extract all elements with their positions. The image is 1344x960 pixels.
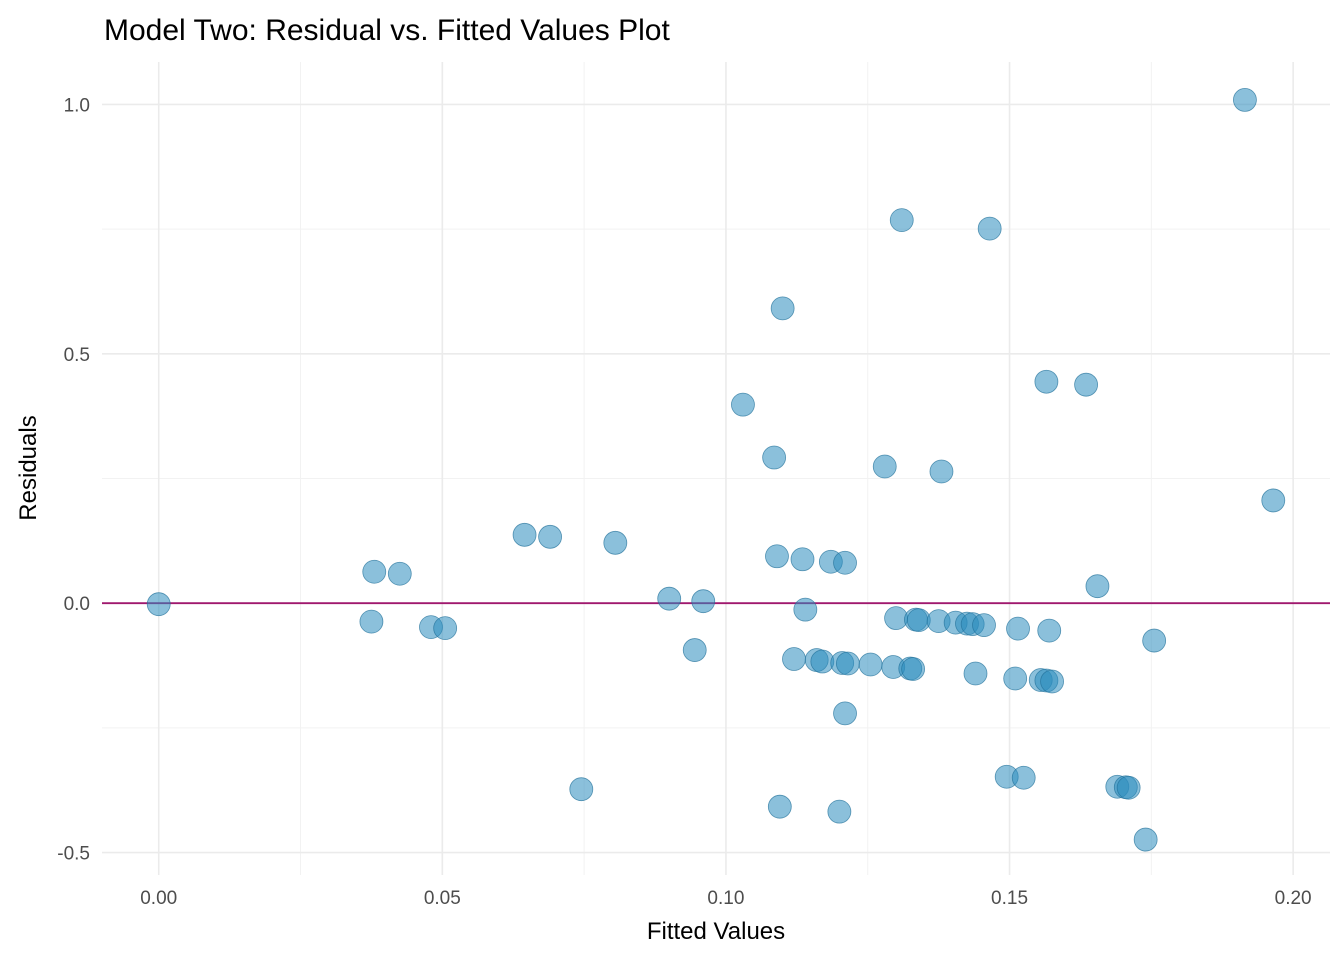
scatter-point — [146, 592, 171, 617]
y-tick-label: 0.0 — [64, 594, 90, 615]
scatter-point — [833, 550, 857, 575]
x-tick-label: 0.00 — [140, 888, 177, 909]
scatter-point — [1074, 372, 1099, 397]
y-axis-title: Residuals — [15, 415, 42, 520]
data-points — [146, 88, 1286, 852]
scatter-point — [762, 445, 787, 470]
gridlines — [102, 62, 1330, 875]
scatter-point — [731, 392, 755, 417]
chart-title: Model Two: Residual vs. Fitted Values Pl… — [104, 14, 670, 47]
scatter-point — [682, 638, 707, 662]
scatter-point — [901, 657, 926, 681]
scatter-point — [793, 597, 818, 622]
scatter-point — [1006, 616, 1030, 641]
scatter-point — [1133, 827, 1158, 852]
scatter-point — [770, 296, 795, 321]
x-tick-label: 0.05 — [424, 888, 461, 909]
scatter-point — [512, 522, 537, 547]
y-tick-label: -0.5 — [57, 844, 90, 865]
scatter-point — [977, 216, 1002, 241]
scatter-point — [765, 544, 789, 569]
scatter-point — [657, 586, 682, 611]
x-tick-label: 0.10 — [707, 888, 744, 909]
scatter-point — [889, 208, 914, 233]
scatter-point — [872, 454, 897, 479]
scatter-point — [1085, 574, 1110, 599]
scatter-point — [691, 589, 716, 614]
scatter-point — [359, 609, 384, 634]
scatter-point — [569, 777, 594, 802]
scatter-point — [790, 547, 815, 572]
scatter-point — [963, 661, 988, 686]
scatter-point — [1142, 628, 1167, 653]
scatter-point — [1040, 669, 1064, 694]
scatter-point — [827, 799, 852, 824]
scatter-point — [538, 524, 562, 549]
scatter-point — [858, 652, 883, 677]
scatter-point — [835, 651, 860, 676]
scatter-point — [1116, 775, 1141, 800]
scatter-point — [929, 459, 954, 484]
scatter-point — [1034, 369, 1059, 394]
x-axis-ticks: 0.00 0.05 0.10 0.15 0.20 — [140, 888, 1311, 909]
scatter-point — [603, 530, 628, 555]
x-axis-title: Fitted Values — [647, 918, 785, 945]
x-tick-label: 0.20 — [1275, 888, 1312, 909]
scatter-point — [433, 616, 458, 641]
y-axis-ticks: -0.5 0.0 0.5 1.0 — [57, 95, 90, 864]
y-tick-label: 1.0 — [64, 95, 90, 116]
scatter-point — [1003, 666, 1028, 691]
scatter-point — [767, 794, 792, 819]
scatter-point — [1233, 88, 1257, 112]
scatter-point — [833, 701, 857, 726]
scatter-point — [1011, 765, 1036, 790]
scatter-point — [362, 559, 387, 584]
scatter-point — [972, 613, 996, 638]
scatter-point — [1037, 618, 1062, 643]
scatter-point — [1261, 488, 1286, 513]
scatter-point — [782, 647, 806, 671]
y-tick-label: 0.5 — [64, 345, 90, 366]
scatter-point — [387, 561, 412, 586]
x-tick-label: 0.15 — [991, 888, 1028, 909]
